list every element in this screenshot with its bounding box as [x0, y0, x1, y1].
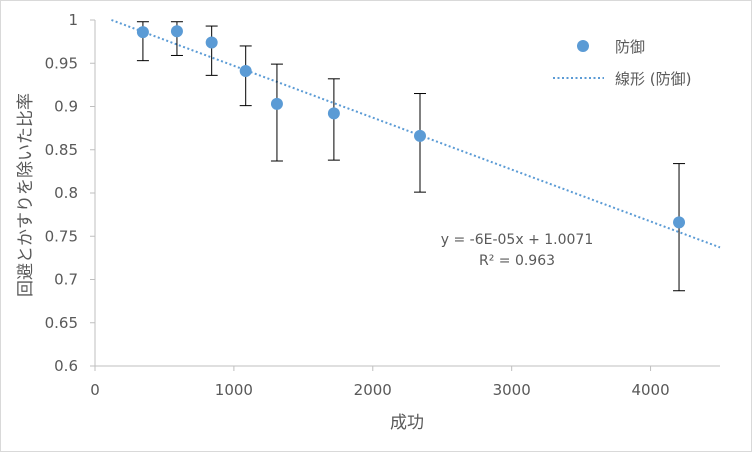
x-tick-label: 3000 — [493, 381, 531, 399]
data-point — [170, 25, 183, 38]
y-tick-label: 0.95 — [45, 54, 78, 72]
points-layer — [136, 25, 686, 229]
data-point — [205, 36, 218, 49]
data-point — [327, 107, 340, 120]
x-tick-labels: 0 1000 2000 3000 4000 — [90, 366, 670, 399]
y-tick-label: 0.75 — [45, 227, 78, 245]
legend-marker — [577, 40, 589, 52]
x-tick-label: 1000 — [215, 381, 253, 399]
y-tick-label: 0.9 — [54, 98, 78, 116]
x-tick-label: 4000 — [631, 381, 669, 399]
legend-label-trendline: 線形 (防御) — [615, 70, 691, 88]
trendline-r2: R² = 0.963 — [479, 253, 555, 269]
y-tick-label: 0.8 — [54, 184, 78, 202]
data-point — [414, 129, 426, 142]
y-tick-labels: 0.6 0.65 0.7 0.75 0.8 0.85 0.9 0.95 1 — [45, 11, 95, 375]
legend: 防御 線形 (防御) — [553, 38, 691, 88]
x-tick-label: 2000 — [354, 381, 392, 399]
y-tick-label: 0.65 — [45, 314, 78, 332]
trendline-equation: y = -6E-05x + 1.0071 — [441, 232, 594, 248]
y-tick-label: 0.6 — [54, 357, 78, 375]
legend-label-series: 防御 — [615, 38, 645, 56]
data-point — [136, 26, 149, 39]
data-point — [673, 216, 686, 229]
error-bars-layer — [136, 21, 686, 292]
data-point — [239, 65, 252, 78]
y-tick-label: 1 — [68, 11, 78, 29]
y-axis-title: 回避とかすりを除いた比率 — [16, 93, 36, 297]
x-tick-label: 0 — [90, 381, 100, 399]
data-point — [270, 97, 283, 110]
y-tick-label: 0.85 — [45, 141, 78, 159]
x-axis-title: 成功 — [390, 413, 424, 433]
y-tick-label: 0.7 — [54, 271, 78, 289]
